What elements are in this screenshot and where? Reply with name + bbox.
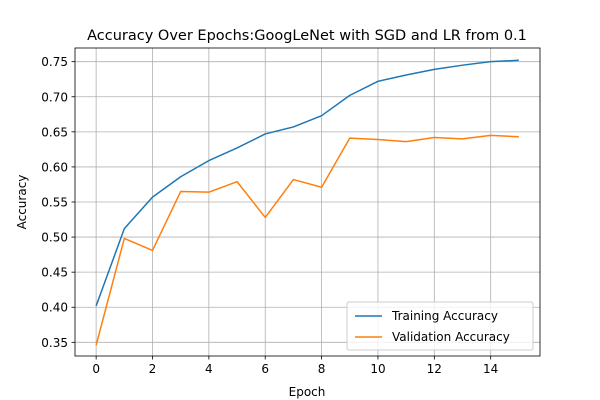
y-tick-label: 0.35	[41, 336, 68, 350]
x-tick-label: 8	[318, 362, 326, 376]
x-axis-label: Epoch	[289, 385, 326, 399]
series-lines	[95, 59, 519, 346]
x-tick-label: 4	[205, 362, 213, 376]
x-tick-label: 6	[261, 362, 269, 376]
y-tick-label: 0.40	[41, 301, 68, 315]
x-tick-label: 12	[427, 362, 442, 376]
chart-title: Accuracy Over Epochs:GoogLeNet with SGD …	[87, 28, 527, 44]
y-tick-label: 0.70	[41, 90, 68, 104]
validation-accuracy-line	[95, 134, 519, 346]
training-accuracy-line	[95, 59, 519, 307]
y-tick-label: 0.60	[41, 160, 68, 174]
x-tick-label: 10	[370, 362, 385, 376]
x-tick-label: 14	[483, 362, 498, 376]
y-tick-label: 0.55	[41, 196, 68, 210]
x-axis-ticks: 0 2 4 6 8 10 12 14	[92, 356, 498, 376]
x-tick-label: 0	[92, 362, 100, 376]
y-tick-label: 0.50	[41, 231, 68, 245]
y-axis-ticks: 0.35 0.40 0.45 0.50 0.55 0.60 0.65 0.70 0.75	[41, 55, 75, 350]
x-tick-label: 2	[149, 362, 157, 376]
grid-lines	[75, 48, 540, 356]
y-tick-label: 0.75	[41, 55, 68, 69]
legend: Training Accuracy Validation Accuracy	[346, 301, 534, 351]
y-tick-label: 0.65	[41, 125, 68, 139]
y-axis-label: Accuracy	[15, 175, 29, 230]
legend-label-training: Training Accuracy	[391, 309, 498, 323]
legend-label-validation: Validation Accuracy	[392, 330, 510, 344]
legend-box	[346, 301, 534, 351]
y-tick-label: 0.45	[41, 266, 68, 280]
